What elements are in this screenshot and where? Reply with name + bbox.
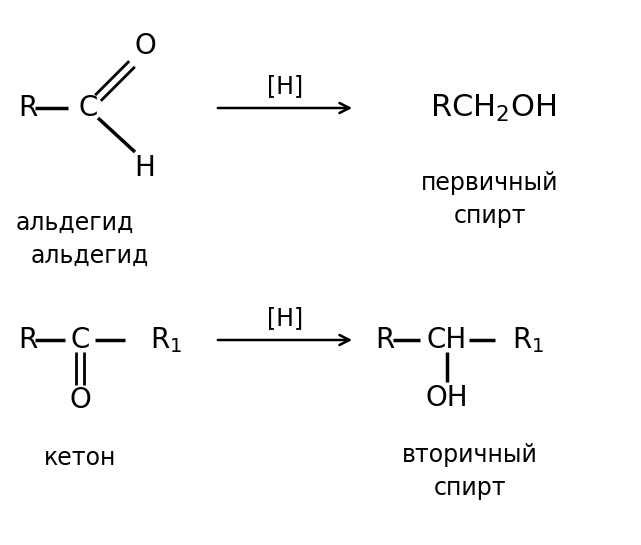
- Text: R$_1$: R$_1$: [150, 325, 182, 355]
- Text: R: R: [18, 326, 37, 354]
- Text: RCH$_2$OH: RCH$_2$OH: [430, 93, 556, 124]
- Text: O: O: [134, 32, 156, 60]
- Text: C: C: [71, 326, 90, 354]
- Text: C: C: [78, 94, 97, 122]
- Text: альдегид: альдегид: [31, 244, 149, 268]
- Text: OH: OH: [426, 384, 469, 412]
- Text: [H]: [H]: [267, 74, 303, 98]
- Text: кетон: кетон: [44, 446, 116, 470]
- Text: R$_1$: R$_1$: [512, 325, 544, 355]
- Text: спирт: спирт: [434, 476, 506, 500]
- Text: [H]: [H]: [267, 306, 303, 330]
- Text: первичный: первичный: [421, 171, 559, 195]
- Text: R: R: [375, 326, 394, 354]
- Text: O: O: [69, 386, 91, 414]
- Text: вторичный: вторичный: [402, 443, 538, 467]
- Text: CH: CH: [427, 326, 467, 354]
- Text: H: H: [135, 154, 155, 182]
- Text: R: R: [18, 94, 37, 122]
- Text: спирт: спирт: [454, 204, 526, 228]
- Text: альдегид: альдегид: [16, 211, 134, 235]
